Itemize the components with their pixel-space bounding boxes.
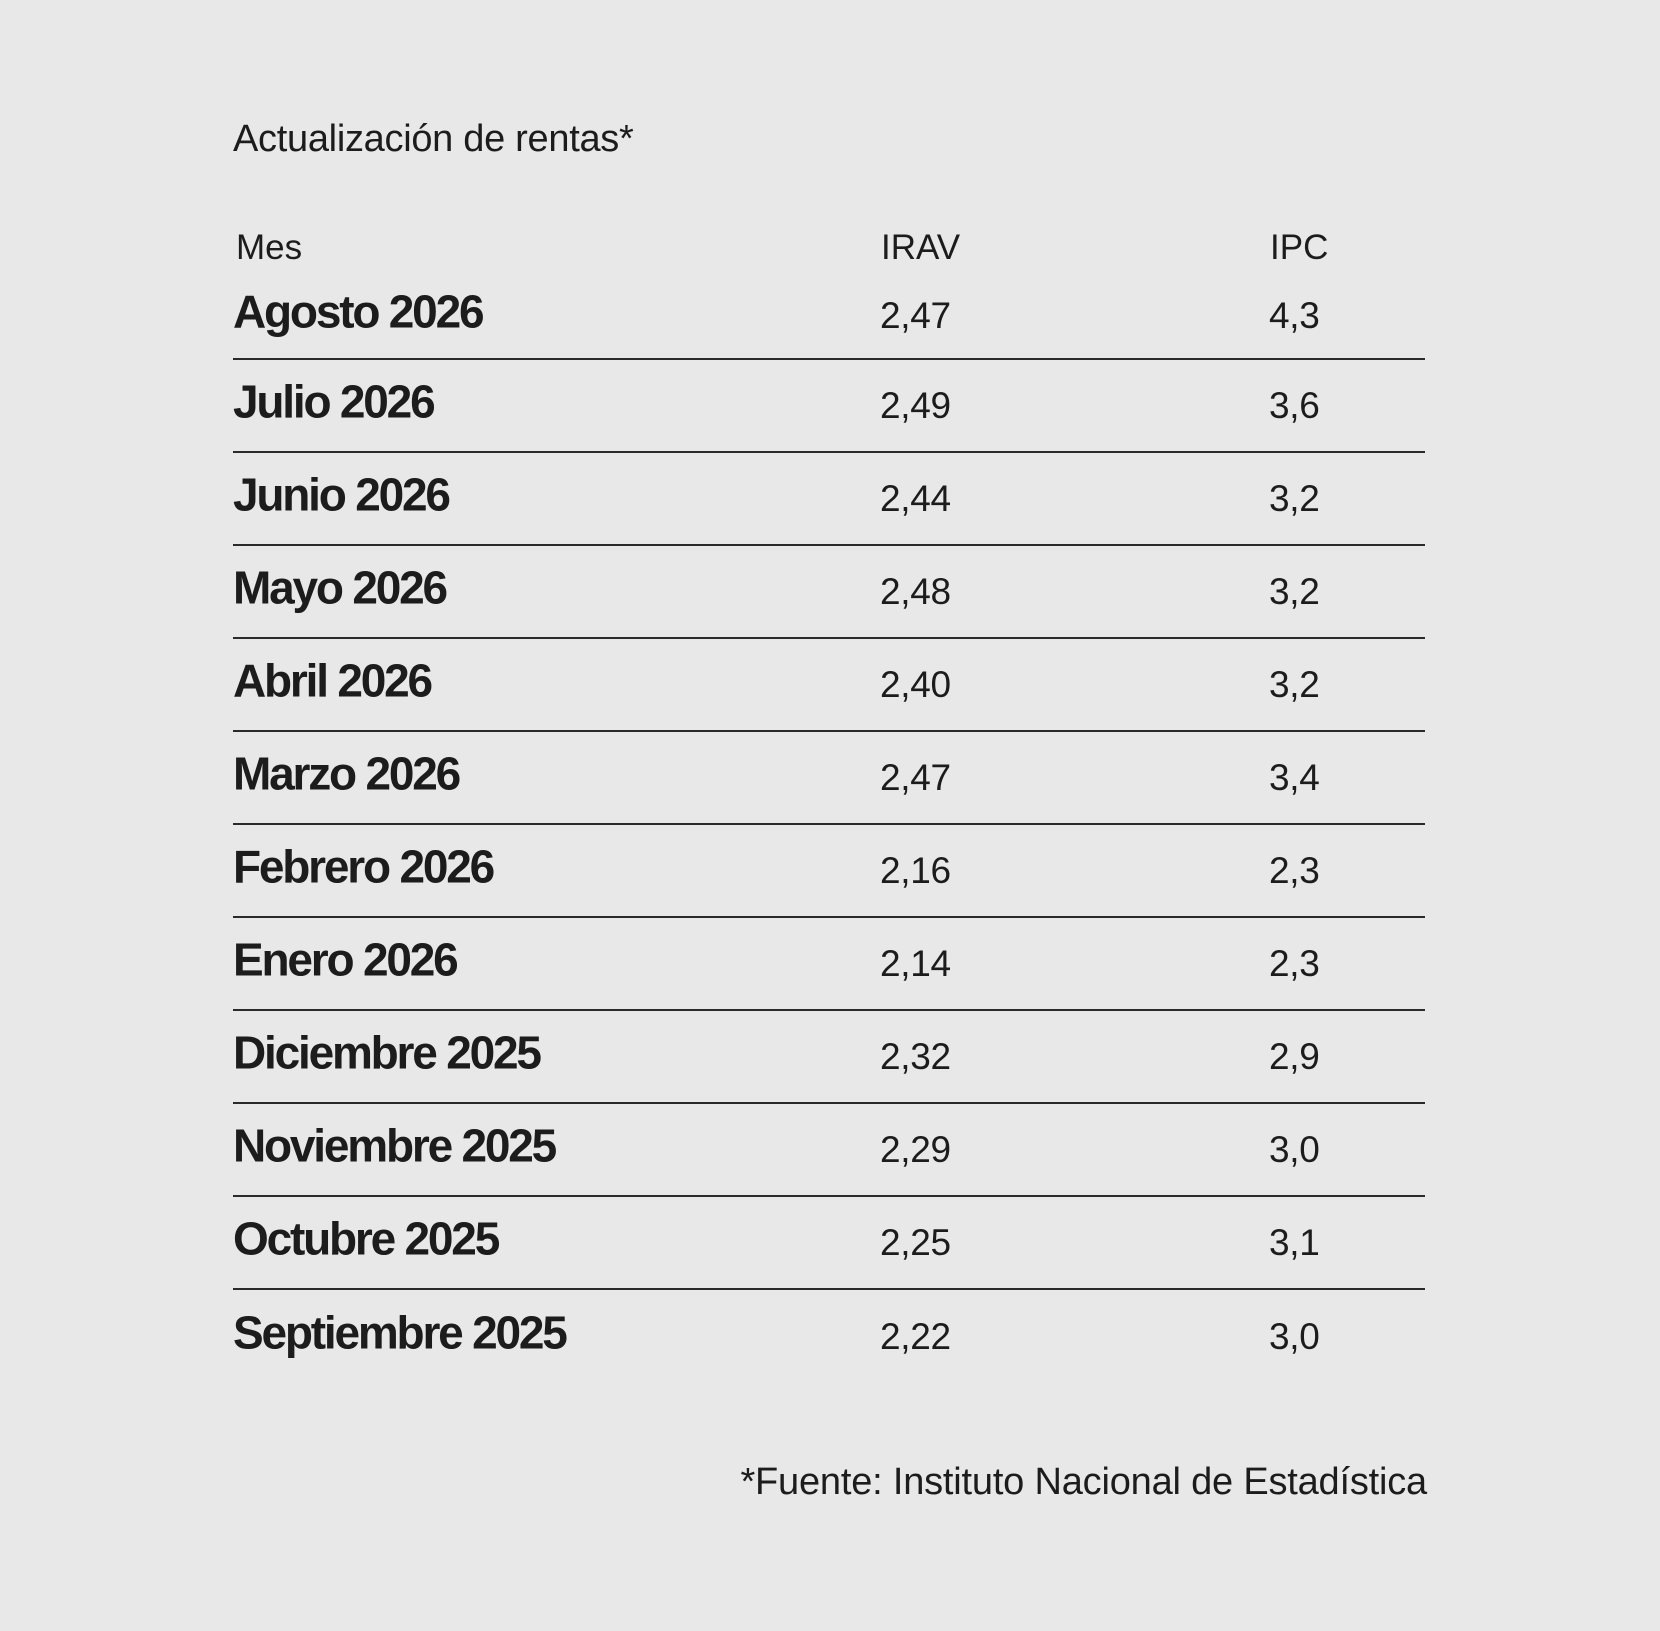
cell-mes: Julio 2026 — [233, 375, 436, 428]
table-row: Julio 2026 2,49 3,6 — [233, 360, 1425, 453]
cell-mes: Marzo 2026 — [233, 747, 461, 800]
cell-mes: Febrero 2026 — [233, 840, 495, 893]
cell-ipc: 2,9 — [1269, 1035, 1320, 1077]
table-row: Marzo 2026 2,47 3,4 — [233, 732, 1425, 825]
cell-irav: 2,29 — [880, 1128, 951, 1170]
cell-ipc: 2,3 — [1269, 849, 1320, 891]
table-row: Junio 2026 2,44 3,2 — [233, 453, 1425, 546]
source-footnote: *Fuente: Instituto Nacional de Estadísti… — [740, 1461, 1427, 1503]
header-irav: IRAV — [881, 228, 961, 267]
cell-mes: Agosto 2026 — [233, 285, 485, 338]
table-row: Abril 2026 2,40 3,2 — [233, 639, 1425, 732]
cell-ipc: 2,3 — [1269, 942, 1320, 984]
table-row: Mayo 2026 2,48 3,2 — [233, 546, 1425, 639]
cell-mes: Septiembre 2025 — [233, 1306, 568, 1359]
cell-irav: 2,40 — [880, 663, 951, 705]
cell-irav: 2,47 — [880, 295, 951, 336]
table-row: Diciembre 2025 2,32 2,9 — [233, 1011, 1425, 1104]
table-row: Octubre 2025 2,25 3,1 — [233, 1197, 1425, 1290]
page-title: Actualización de rentas* — [233, 118, 634, 160]
cell-mes: Octubre 2025 — [233, 1212, 500, 1265]
header-ipc: IPC — [1270, 228, 1329, 267]
cell-ipc: 3,1 — [1269, 1221, 1320, 1263]
cell-ipc: 3,2 — [1269, 477, 1320, 519]
cell-ipc: 3,0 — [1269, 1128, 1320, 1170]
cell-irav: 2,22 — [880, 1315, 951, 1357]
cell-mes: Noviembre 2025 — [233, 1119, 557, 1172]
table-row: Noviembre 2025 2,29 3,0 — [233, 1104, 1425, 1197]
cell-irav: 2,32 — [880, 1035, 951, 1077]
rent-update-table: Mes IRAV IPC Agosto 2026 2,47 4,3 Julio … — [233, 222, 1425, 1383]
cell-ipc: 3,2 — [1269, 570, 1320, 612]
cell-ipc: 4,3 — [1269, 295, 1320, 336]
cell-mes: Mayo 2026 — [233, 561, 448, 614]
table-row: Febrero 2026 2,16 2,3 — [233, 825, 1425, 918]
cell-mes: Junio 2026 — [233, 468, 451, 521]
cell-irav: 2,47 — [880, 756, 951, 798]
cell-irav: 2,49 — [880, 384, 951, 426]
header-mes: Mes — [236, 228, 303, 267]
cell-irav: 2,25 — [880, 1221, 951, 1263]
cell-irav: 2,14 — [880, 942, 951, 984]
cell-irav: 2,48 — [880, 570, 951, 612]
table-body: Agosto 2026 2,47 4,3 Julio 2026 2,49 3,6… — [233, 274, 1425, 1383]
cell-mes: Abril 2026 — [233, 654, 433, 707]
cell-ipc: 3,6 — [1269, 384, 1320, 426]
table-row: Enero 2026 2,14 2,3 — [233, 918, 1425, 1011]
cell-ipc: 3,0 — [1269, 1315, 1320, 1357]
cell-ipc: 3,2 — [1269, 663, 1320, 705]
table-row: Agosto 2026 2,47 4,3 — [233, 274, 1425, 360]
cell-mes: Diciembre 2025 — [233, 1026, 542, 1079]
table-header: Mes IRAV IPC — [233, 222, 1425, 274]
table-row: Septiembre 2025 2,22 3,0 — [233, 1290, 1425, 1383]
cell-irav: 2,44 — [880, 477, 951, 519]
cell-ipc: 3,4 — [1269, 756, 1320, 798]
cell-mes: Enero 2026 — [233, 933, 459, 986]
cell-irav: 2,16 — [880, 849, 951, 891]
